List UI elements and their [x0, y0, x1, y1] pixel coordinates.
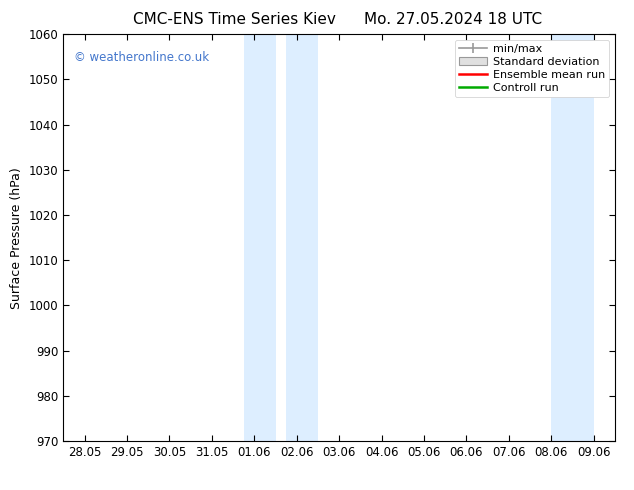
Bar: [243, 34, 276, 441]
Bar: [286, 34, 318, 441]
Text: Mo. 27.05.2024 18 UTC: Mo. 27.05.2024 18 UTC: [365, 12, 542, 27]
Text: © weatheronline.co.uk: © weatheronline.co.uk: [74, 50, 210, 64]
Text: CMC-ENS Time Series Kiev: CMC-ENS Time Series Kiev: [133, 12, 336, 27]
Bar: [552, 34, 594, 441]
Y-axis label: Surface Pressure (hPa): Surface Pressure (hPa): [10, 167, 23, 309]
Legend: min/max, Standard deviation, Ensemble mean run, Controll run: min/max, Standard deviation, Ensemble me…: [455, 40, 609, 97]
